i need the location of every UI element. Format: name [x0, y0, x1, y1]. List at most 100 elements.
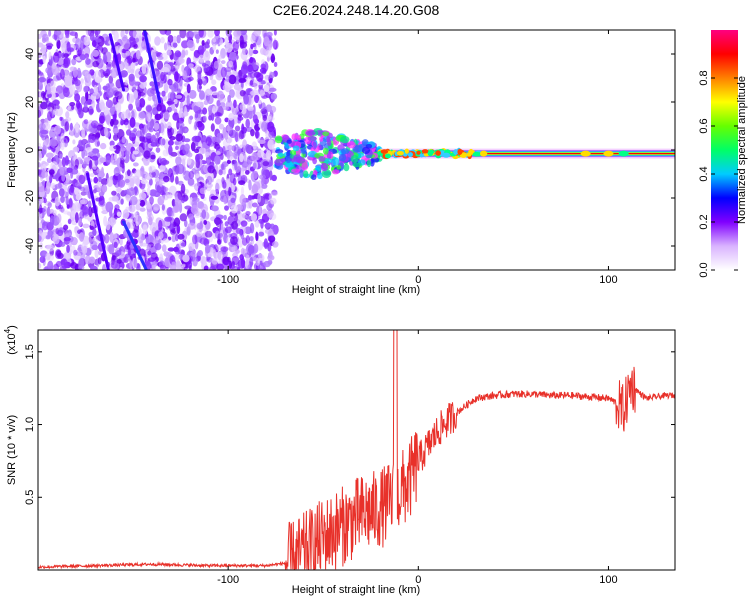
- noise-blob: [205, 88, 213, 96]
- noise-blob: [156, 184, 165, 194]
- noise-blob: [159, 30, 168, 35]
- noise-blob: [63, 224, 69, 231]
- noise-blob: [175, 156, 182, 166]
- noise-blob: [259, 89, 265, 97]
- noise-blob: [254, 94, 260, 104]
- noise-blob: [212, 37, 217, 43]
- noise-blob: [38, 262, 42, 269]
- noise-blob: [147, 95, 152, 102]
- noise-blob: [239, 153, 244, 163]
- transition-blob: [311, 174, 317, 181]
- noise-blob: [192, 256, 198, 267]
- noise-blob: [167, 139, 174, 146]
- noise-blob: [40, 90, 46, 99]
- transition-blob: [316, 172, 323, 180]
- noise-blob: [41, 44, 47, 55]
- noise-blob: [273, 30, 277, 36]
- noise-blob: [89, 225, 95, 231]
- noise-blob: [226, 151, 231, 160]
- noise-blob: [132, 150, 139, 155]
- noise-blob: [249, 235, 254, 242]
- noise-blob: [70, 210, 77, 218]
- noise-blob: [210, 123, 215, 132]
- noise-blob: [171, 86, 175, 94]
- noise-blob: [104, 72, 109, 79]
- noise-blob: [62, 63, 69, 68]
- noise-blob: [46, 180, 51, 190]
- noise-blob: [106, 63, 112, 70]
- noise-blob: [60, 140, 65, 151]
- noise-blob: [229, 129, 237, 139]
- noise-blob: [105, 155, 111, 165]
- noise-blob: [242, 145, 246, 153]
- noise-blob: [74, 158, 79, 168]
- noise-blob: [60, 196, 65, 204]
- noise-blob: [42, 205, 47, 215]
- noise-blob: [242, 248, 248, 258]
- noise-blob: [252, 171, 259, 179]
- noise-blob: [214, 116, 222, 125]
- noise-blob: [270, 197, 277, 205]
- noise-blob: [66, 204, 70, 209]
- noise-blob: [246, 215, 252, 222]
- noise-blob: [76, 67, 82, 79]
- noise-blob: [245, 210, 251, 216]
- noise-blob: [198, 147, 206, 155]
- noise-blob: [103, 53, 108, 64]
- noise-blob: [229, 172, 236, 184]
- noise-blob: [54, 196, 61, 207]
- noise-blob: [66, 41, 71, 53]
- noise-blob: [217, 239, 222, 245]
- noise-blob: [158, 231, 164, 240]
- noise-blob: [215, 150, 221, 156]
- noise-blob: [65, 232, 72, 237]
- noise-blob: [265, 149, 272, 160]
- noise-blob: [68, 160, 76, 169]
- noise-blob: [252, 64, 260, 70]
- noise-blob: [133, 258, 138, 268]
- noise-blob: [203, 220, 208, 225]
- noise-blob: [149, 189, 157, 197]
- noise-blob: [222, 169, 226, 175]
- noise-blob: [68, 197, 73, 208]
- snr-ylabel: SNR (10 * v/v): [6, 415, 18, 485]
- noise-blob: [116, 259, 122, 264]
- noise-blob: [177, 233, 185, 240]
- noise-blob: [207, 30, 214, 38]
- noise-blob: [201, 209, 207, 220]
- noise-blob: [138, 228, 143, 238]
- noise-blob: [223, 261, 231, 270]
- transition-blob: [312, 157, 317, 165]
- noise-blob: [252, 49, 259, 55]
- noise-blob: [146, 187, 151, 196]
- noise-blob: [264, 228, 273, 234]
- noise-blob: [127, 85, 133, 90]
- transition-blob: [280, 158, 286, 163]
- noise-blob: [154, 36, 161, 46]
- noise-blob: [114, 110, 118, 120]
- noise-blob: [81, 133, 86, 139]
- y-tick-label: 1.5: [24, 344, 36, 359]
- noise-blob: [92, 165, 97, 170]
- noise-blob: [93, 70, 102, 81]
- noise-blob: [225, 125, 230, 132]
- noise-blob: [247, 194, 253, 201]
- noise-blob: [52, 99, 60, 106]
- noise-blob: [268, 212, 277, 221]
- noise-blob: [240, 30, 247, 36]
- noise-blob: [222, 105, 229, 111]
- noise-blob: [196, 222, 204, 230]
- noise-blob: [224, 221, 229, 227]
- noise-blob: [133, 128, 137, 133]
- noise-blob: [250, 43, 254, 50]
- noise-blob: [91, 148, 100, 155]
- noise-blob: [249, 79, 254, 86]
- noise-blob: [60, 132, 65, 142]
- noise-blob: [195, 101, 204, 107]
- signal-blob: [442, 152, 451, 158]
- noise-blob: [216, 132, 222, 144]
- noise-blob: [250, 129, 255, 137]
- noise-blob: [38, 162, 41, 168]
- noise-blob: [163, 42, 168, 51]
- signal-blob: [380, 149, 389, 154]
